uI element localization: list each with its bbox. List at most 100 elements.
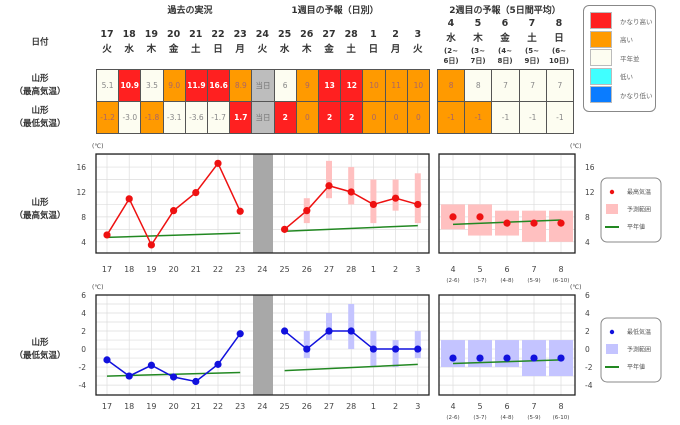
- x-tick-label: 19: [146, 402, 156, 411]
- week2-date-header: 4 水 (2~ 6日): [443, 16, 458, 66]
- x-tick-label: 26: [302, 265, 312, 274]
- chart-label-low: 山形 （最低気温）: [14, 338, 66, 361]
- x-tick-label: 3: [415, 402, 420, 411]
- date-header: 19 木: [145, 27, 158, 57]
- x-tick-label: 3: [415, 265, 420, 274]
- period-end: 7日): [470, 57, 486, 65]
- weekday: 土: [191, 44, 201, 55]
- x-tick-label: 8: [558, 402, 563, 411]
- date-header: 28 土: [345, 27, 358, 57]
- weekday: 月: [235, 44, 245, 55]
- x-tick-label: 4: [450, 265, 455, 274]
- today-bar: [253, 295, 273, 395]
- legend-item: かなり低い: [590, 86, 653, 103]
- week2-point: [557, 354, 565, 362]
- x-tick-label: 24: [257, 402, 267, 411]
- x-tick-label: 20: [169, 402, 179, 411]
- y-tick-label-right: 0: [585, 345, 590, 354]
- x-tick-label: 1: [371, 265, 376, 274]
- plot-frame-week1: [95, 294, 430, 396]
- legend-range-icon: [606, 204, 618, 214]
- date-header: 18 水: [123, 27, 136, 57]
- plot-frame-week2: [438, 294, 576, 396]
- chart-legend-label: 最低気温: [627, 328, 651, 336]
- observed-point: [170, 373, 178, 381]
- observed-point: [192, 189, 200, 197]
- x-tick-label: 24: [257, 265, 267, 274]
- weekday: 木: [302, 44, 312, 55]
- week2-point: [476, 354, 484, 362]
- week2-point: [530, 354, 538, 362]
- day-number: 17: [100, 29, 114, 40]
- x-tick-sublabel: (6-10): [553, 278, 570, 284]
- forecast-range-bar: [392, 340, 399, 368]
- legend-label: 平年並: [620, 54, 640, 63]
- y-tick-label-right: 2: [585, 327, 590, 336]
- forecast-point: [369, 345, 377, 353]
- table-cell-week2-low: -1: [545, 101, 574, 134]
- weekday: 日: [368, 44, 379, 55]
- table-cell-week2-low: -1: [464, 101, 493, 134]
- date-header: 22 日: [211, 27, 224, 57]
- legend-item: 平年並: [590, 49, 640, 66]
- chart-label-high: 山形 （最高気温）: [14, 198, 66, 221]
- legend-swatch: [590, 30, 612, 48]
- period-end: 8日): [497, 57, 513, 65]
- y-tick-label: 2: [81, 327, 86, 336]
- day-number: 7: [528, 18, 536, 29]
- period-start: (3~: [471, 47, 485, 55]
- day-number: 18: [122, 29, 136, 40]
- y-tick-label: -4: [79, 381, 87, 390]
- day-number: 20: [166, 29, 181, 40]
- chart-legend-label: 平年値: [627, 363, 645, 371]
- week1-header: 1週目の予報（日別）: [291, 6, 379, 16]
- day-number: 23: [233, 29, 247, 40]
- weekday: 火: [413, 44, 423, 55]
- observed-point: [214, 159, 222, 167]
- date-header: 20 金: [167, 27, 180, 57]
- observed-point: [236, 330, 244, 338]
- x-tick-label: 23: [235, 265, 245, 274]
- day-number: 21: [189, 29, 203, 40]
- legend-item: かなり高い: [590, 12, 653, 29]
- chart-legend-label: 平年値: [627, 223, 645, 231]
- day-number: 22: [211, 29, 225, 40]
- forecast-point: [303, 207, 311, 215]
- normal-line-week2: [452, 359, 562, 365]
- y-tick-label-right: 8: [585, 213, 590, 222]
- normal-line-week1: [284, 363, 418, 372]
- legend-swatch: [590, 12, 612, 29]
- category-legend: かなり高い 高い 平年並 低い かなり低い: [583, 5, 656, 112]
- week2-date-header: 8 日 (6~ 10日): [549, 16, 569, 66]
- table-cell-low: 2: [273, 101, 297, 134]
- chart-legend-label: 予測範囲: [627, 206, 651, 214]
- x-tick-label: 25: [280, 265, 290, 274]
- day-number: 19: [144, 29, 159, 40]
- week2-range-box: [495, 340, 519, 368]
- table-cell-week2-high: 7: [545, 69, 574, 102]
- observed-point: [103, 356, 111, 364]
- day-number: 28: [344, 29, 358, 40]
- x-tick-label: 2: [393, 265, 398, 274]
- forecast-range-bar: [414, 173, 421, 224]
- unit-label: (℃): [92, 143, 103, 150]
- y-tick-label: 0: [81, 345, 86, 354]
- table-cell-low: 0: [295, 101, 319, 134]
- date-header: 23 月: [234, 27, 247, 57]
- forecast-point: [414, 200, 422, 209]
- legend-point-icon: [609, 189, 615, 195]
- x-tick-label: 4: [450, 402, 455, 411]
- forecast-point: [414, 345, 422, 353]
- chart-legend-label: 最高気温: [627, 188, 651, 196]
- y-tick-label: 16: [76, 163, 86, 172]
- week2-point: [503, 219, 511, 227]
- week2-point: [557, 219, 565, 227]
- day-number: 24: [255, 29, 270, 40]
- legend-point-icon: [609, 329, 615, 335]
- y-tick-label: 6: [81, 291, 86, 300]
- weekday: 土: [346, 44, 356, 55]
- forecast-point: [325, 182, 333, 190]
- observed-point: [192, 377, 200, 386]
- weekday: 日: [213, 44, 223, 55]
